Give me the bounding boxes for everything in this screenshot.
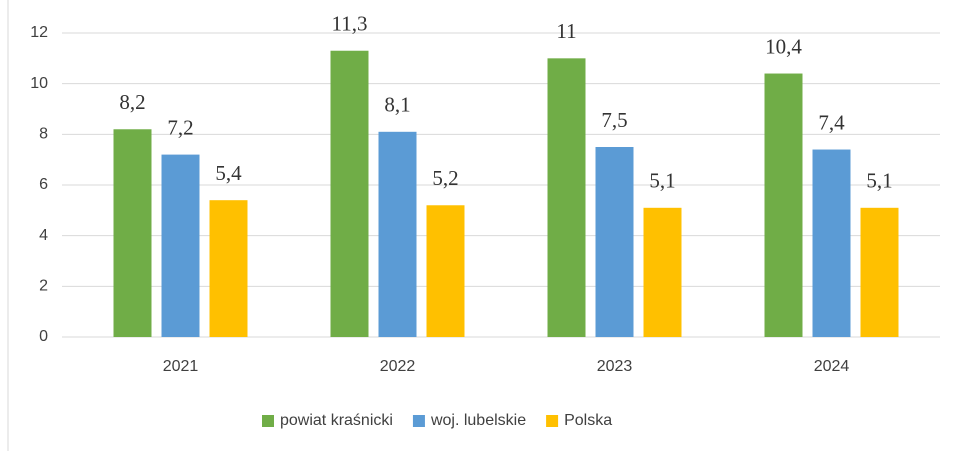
bar — [161, 154, 200, 337]
data-label: 5,1 — [649, 169, 675, 193]
bar — [860, 207, 899, 337]
x-tick-label: 2023 — [597, 358, 633, 375]
data-label: 7,2 — [167, 115, 193, 139]
y-tick-label: 6 — [39, 176, 48, 193]
bar — [378, 131, 417, 337]
bar — [812, 149, 851, 337]
data-label: 11 — [556, 19, 576, 43]
y-tick-label: 8 — [39, 126, 48, 143]
bar — [209, 200, 248, 337]
bar — [764, 73, 803, 338]
data-label: 5,1 — [866, 169, 892, 193]
bar — [547, 58, 586, 337]
data-label: 8,2 — [119, 90, 145, 114]
legend-label: powiat kraśnicki — [280, 412, 393, 429]
data-label: 11,3 — [332, 12, 368, 36]
data-label: 8,1 — [384, 93, 410, 117]
legend-label: Polska — [564, 412, 612, 429]
y-tick-label: 4 — [39, 227, 48, 244]
x-tick-label: 2021 — [163, 358, 199, 375]
y-tick-label: 12 — [30, 24, 48, 41]
bar — [330, 50, 369, 337]
legend-label: woj. lubelskie — [430, 412, 526, 429]
data-label: 5,2 — [432, 166, 458, 190]
legend-swatch — [262, 415, 274, 427]
data-label: 5,4 — [215, 161, 242, 185]
legend-swatch — [546, 415, 559, 427]
bar — [113, 129, 152, 337]
x-tick-label: 2022 — [380, 358, 416, 375]
bar — [426, 205, 465, 337]
bar — [643, 207, 682, 337]
x-tick-label: 2024 — [814, 358, 850, 375]
y-tick-label: 0 — [39, 328, 48, 345]
legend-swatch — [412, 415, 425, 427]
y-tick-label: 10 — [30, 75, 48, 92]
data-label: 10,4 — [765, 34, 802, 58]
bar — [595, 147, 634, 337]
data-label: 7,5 — [601, 108, 627, 132]
data-label: 7,4 — [818, 110, 845, 134]
y-tick-label: 2 — [39, 278, 48, 295]
